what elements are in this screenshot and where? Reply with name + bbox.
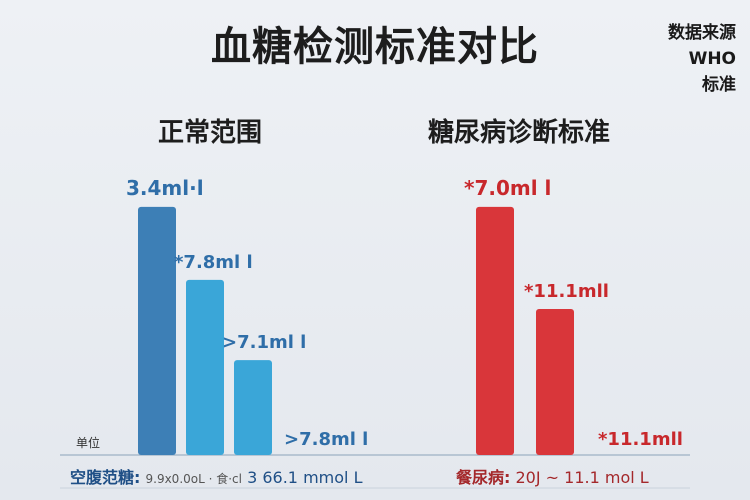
footer-fasting-note: 9.9x0.0oL · 食·cl [145,472,243,486]
data-label-normal-4: >7.8ml l [284,429,368,450]
bar-diabetes-2 [536,309,574,455]
panel-title-normal: 正常范围 [158,118,263,148]
footer-fasting: 空腹范糖: 9.9x0.0oL · 食·cl 3 66.1 mmol L [70,464,362,488]
footer-fasting-label: 空腹范糖: [70,468,141,487]
data-label-diabetes-3: *11.1mll [598,429,683,450]
source-line-2: WHO [688,49,736,69]
bar-normal-3 [234,360,272,455]
bar-normal-2 [186,279,224,455]
source-line-1: 数据来源 [668,23,736,43]
bar-diabetes-1 [476,206,514,455]
footer-fasting-value: 3 66.1 mmol L [247,468,363,487]
footer-diabetes-value: 20J ~ 11.1 mol L [515,468,649,487]
footer-diabetes-label: 餐尿病: [456,468,511,487]
data-label-normal-3: >7.1ml l [222,332,306,353]
data-label-normal-2: *7.8ml l [174,252,253,273]
footer-diabetes: 餐尿病: 20J ~ 11.1 mol L [456,464,649,488]
panel-title-diabetes: 糖尿病诊断标准 [428,118,611,148]
data-label-normal-1: 3.4ml·l [126,176,204,200]
unit-label: 单位 [76,436,101,450]
data-label-diabetes-2: *11.1mll [524,281,609,302]
source-line-3: 标准 [702,75,736,95]
data-source-note: 数据来源 WHO 标准 [616,20,736,98]
data-label-diabetes-1: *7.0ml l [464,176,551,200]
bar-normal-1 [138,206,176,455]
chart-title: 血糖检测标准对比 [211,24,539,70]
